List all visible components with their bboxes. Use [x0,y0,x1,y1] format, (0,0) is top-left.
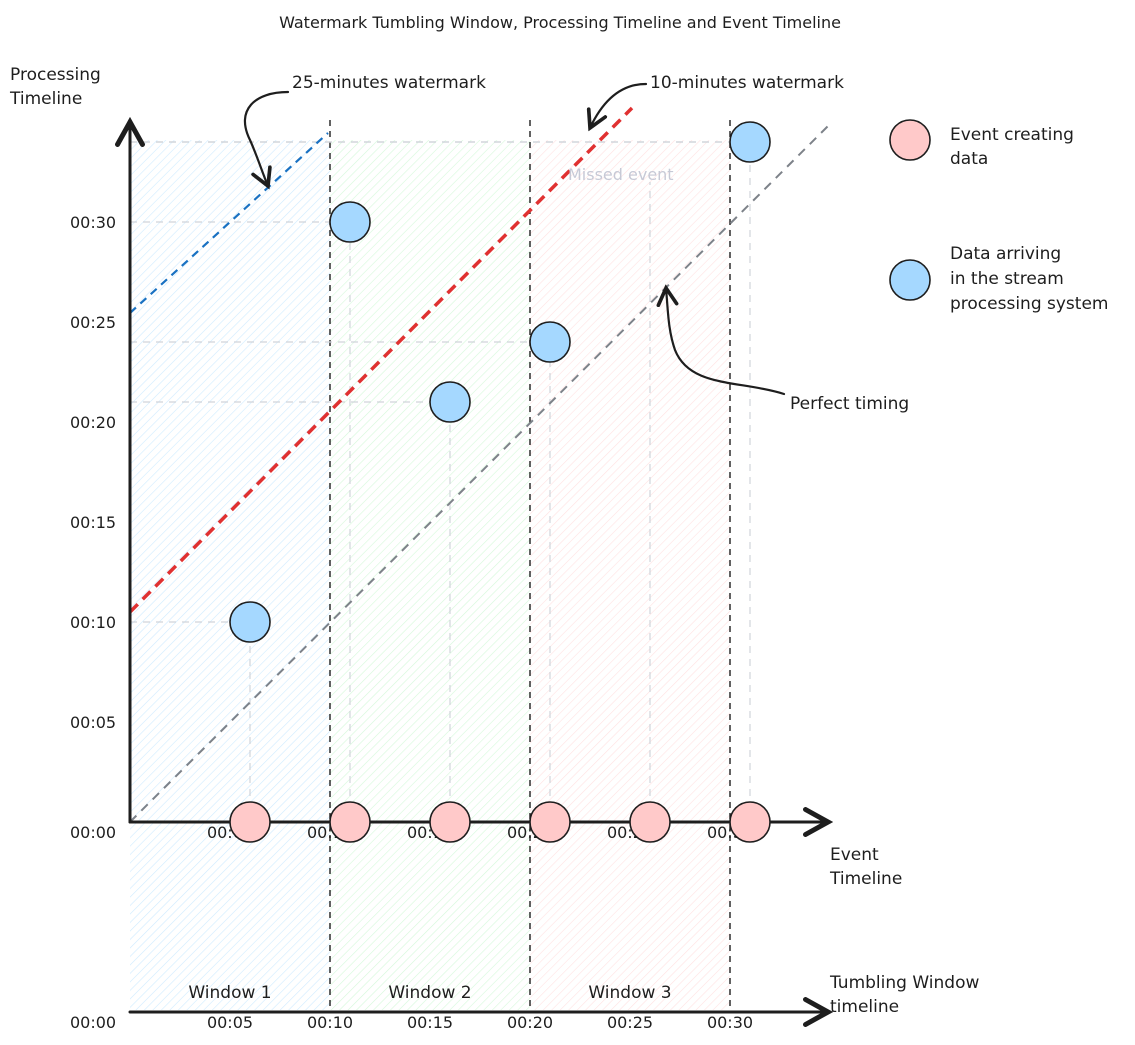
y-tick-label: 00:15 [70,513,116,532]
window-tick-label: 00:05 [207,1013,253,1032]
y-axis-label: Processing [10,65,101,85]
legend-event-dot [889,119,931,161]
window-regions [130,140,730,1010]
event-dots [229,801,771,843]
window-3-region [530,140,730,1010]
y-axis-label: Timeline [9,89,82,109]
arrival-dot [529,321,571,363]
legend-arrival-label: Data arriving [950,244,1061,264]
event-dot [229,801,271,843]
window-dividers [329,120,731,1010]
window-3-label: Window 3 [588,983,671,1003]
arrival-dot [429,381,471,423]
y-tick-label: 00:05 [70,713,116,732]
missed-event-annotation: Missed event [568,165,674,184]
watermark-10-arrow [590,82,648,128]
legend: Event creating data Data arriving in the… [889,119,1108,314]
x-axis-label: Timeline [829,869,902,889]
window-tick-label: 00:25 [607,1013,653,1032]
window-tick-label: 00:30 [707,1013,753,1032]
event-dot [529,801,571,843]
event-dot [729,801,771,843]
y-tick-labels: 00:05 00:10 00:15 00:20 00:25 00:30 [70,213,116,732]
legend-arrival-dot [889,259,931,301]
legend-event-label: data [950,149,988,169]
y-tick-label: 00:10 [70,613,116,632]
watermark-10-annotation: 10-minutes watermark [650,73,844,93]
perfect-timing-annotation: Perfect timing [790,394,909,414]
diagonal-lines [128,106,829,823]
helper-lines [130,141,751,822]
window-2-region [330,140,530,1010]
window-axis-label: Tumbling Window [829,973,979,993]
window-1-region [130,140,330,1010]
window-2-label: Window 2 [388,983,471,1003]
event-dot [329,801,371,843]
legend-arrival-label: in the stream [950,269,1064,289]
event-dot [629,801,671,843]
origin-label: 00:00 [70,823,116,842]
watermark-25-annotation: 25-minutes watermark [292,73,486,93]
window-1-label: Window 1 [188,983,271,1003]
x-axis-label: Event [830,845,879,865]
legend-arrival-label: processing system [950,294,1108,314]
window-axis-origin-label: 00:00 [70,1013,116,1032]
window-axis-label: timeline [830,997,899,1017]
arrival-dot [729,121,771,163]
watermark-25-line [129,132,329,314]
arrival-dot [229,601,271,643]
perfect-timing-arrow [666,288,786,396]
watermark-25-arrow [243,90,290,186]
window-tick-labels: 00:05 00:10 00:15 00:20 00:25 00:30 [207,1013,753,1032]
arrival-dot [329,201,371,243]
legend-event-label: Event creating [950,125,1074,145]
diagram-title: Watermark Tumbling Window, Processing Ti… [279,13,841,32]
watermark-10-line [128,106,634,614]
window-tick-label: 00:20 [507,1013,553,1032]
perfect-timing-line [129,125,829,823]
window-tick-label: 00:10 [307,1013,353,1032]
window-tick-label: 00:15 [407,1013,453,1032]
y-tick-label: 00:25 [70,313,116,332]
event-dot [429,801,471,843]
y-tick-label: 00:30 [70,213,116,232]
arrival-dots [229,121,771,643]
y-tick-label: 00:20 [70,413,116,432]
